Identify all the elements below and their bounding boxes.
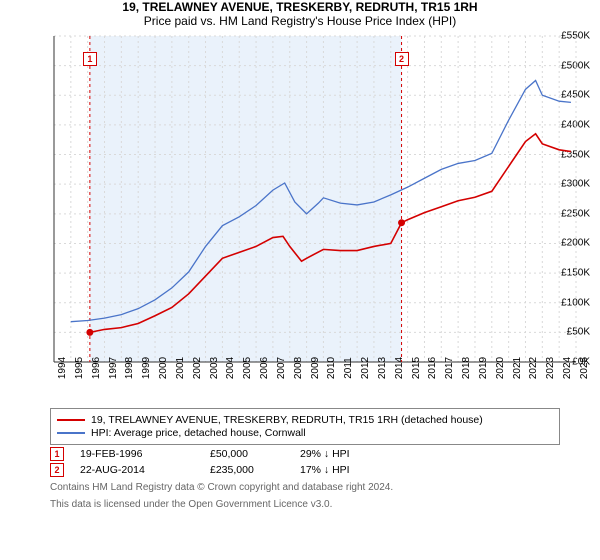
x-tick-label: 2015 <box>411 357 422 379</box>
sales-table: 1 19-FEB-1996£50,00029% ↓ HPI 2 22-AUG-2014… <box>0 447 600 477</box>
x-tick-label: 2024 <box>562 357 573 379</box>
x-tick-label: 2011 <box>343 357 354 379</box>
legend: 19, TRELAWNEY AVENUE, TRESKERBY, REDRUTH… <box>50 408 560 445</box>
x-tick-label: 1999 <box>141 357 152 379</box>
x-tick-label: 1996 <box>91 357 102 379</box>
sale-date: 22-AUG-2014 <box>80 464 210 476</box>
x-tick-label: 2007 <box>276 357 287 379</box>
legend-swatch <box>57 432 85 434</box>
x-tick-label: 2019 <box>478 357 489 379</box>
x-tick-label: 2016 <box>427 357 438 379</box>
x-tick-label: 2012 <box>360 357 371 379</box>
legend-item: HPI: Average price, detached house, Corn… <box>57 427 553 439</box>
sale-pct-vs-hpi: 29% ↓ HPI <box>300 448 380 460</box>
legend-label: 19, TRELAWNEY AVENUE, TRESKERBY, REDRUTH… <box>91 414 483 426</box>
chart-plot <box>10 32 586 372</box>
x-tick-label: 2001 <box>175 357 186 379</box>
x-tick-label: 2013 <box>377 357 388 379</box>
sale-price: £50,000 <box>210 448 300 460</box>
x-tick-label: 2014 <box>394 357 405 379</box>
sale-row: 1 19-FEB-1996£50,00029% ↓ HPI <box>50 447 600 461</box>
x-tick-label: 2010 <box>326 357 337 379</box>
legend-swatch <box>57 419 85 421</box>
x-tick-label: 2009 <box>310 357 321 379</box>
x-tick-label: 2004 <box>225 357 236 379</box>
legend-item: 19, TRELAWNEY AVENUE, TRESKERBY, REDRUTH… <box>57 414 553 426</box>
chart-subtitle: Price paid vs. HM Land Registry's House … <box>0 14 600 28</box>
x-tick-label: 2023 <box>545 357 556 379</box>
x-tick-label: 2017 <box>444 357 455 379</box>
sale-row-marker: 2 <box>50 463 64 477</box>
sale-price: £235,000 <box>210 464 300 476</box>
x-tick-label: 2002 <box>192 357 203 379</box>
x-tick-label: 1995 <box>74 357 85 379</box>
footnote-copyright: Contains HM Land Registry data © Crown c… <box>50 481 600 494</box>
x-tick-label: 2018 <box>461 357 472 379</box>
sale-marker-1: 1 <box>83 52 97 66</box>
x-tick-label: 1997 <box>108 357 119 379</box>
x-tick-label: 2006 <box>259 357 270 379</box>
sale-row: 2 22-AUG-2014£235,00017% ↓ HPI <box>50 463 600 477</box>
footnote-licence: This data is licensed under the Open Gov… <box>50 498 600 511</box>
x-tick-label: 1994 <box>57 357 68 379</box>
x-tick-label: 2025 <box>579 357 590 379</box>
x-tick-label: 1998 <box>124 357 135 379</box>
sale-row-marker: 1 <box>50 447 64 461</box>
x-tick-label: 2000 <box>158 357 169 379</box>
x-tick-label: 2022 <box>528 357 539 379</box>
legend-label: HPI: Average price, detached house, Corn… <box>91 427 306 439</box>
chart-area: £0K£50K£100K£150K£200K£250K£300K£350K£40… <box>10 32 590 402</box>
sale-marker-2: 2 <box>395 52 409 66</box>
x-tick-label: 2003 <box>209 357 220 379</box>
x-tick-label: 2005 <box>242 357 253 379</box>
x-tick-label: 2020 <box>495 357 506 379</box>
sale-date: 19-FEB-1996 <box>80 448 210 460</box>
sale-pct-vs-hpi: 17% ↓ HPI <box>300 464 380 476</box>
chart-title: 19, TRELAWNEY AVENUE, TRESKERBY, REDRUTH… <box>0 0 600 14</box>
x-tick-label: 2008 <box>293 357 304 379</box>
x-tick-label: 2021 <box>512 357 523 379</box>
